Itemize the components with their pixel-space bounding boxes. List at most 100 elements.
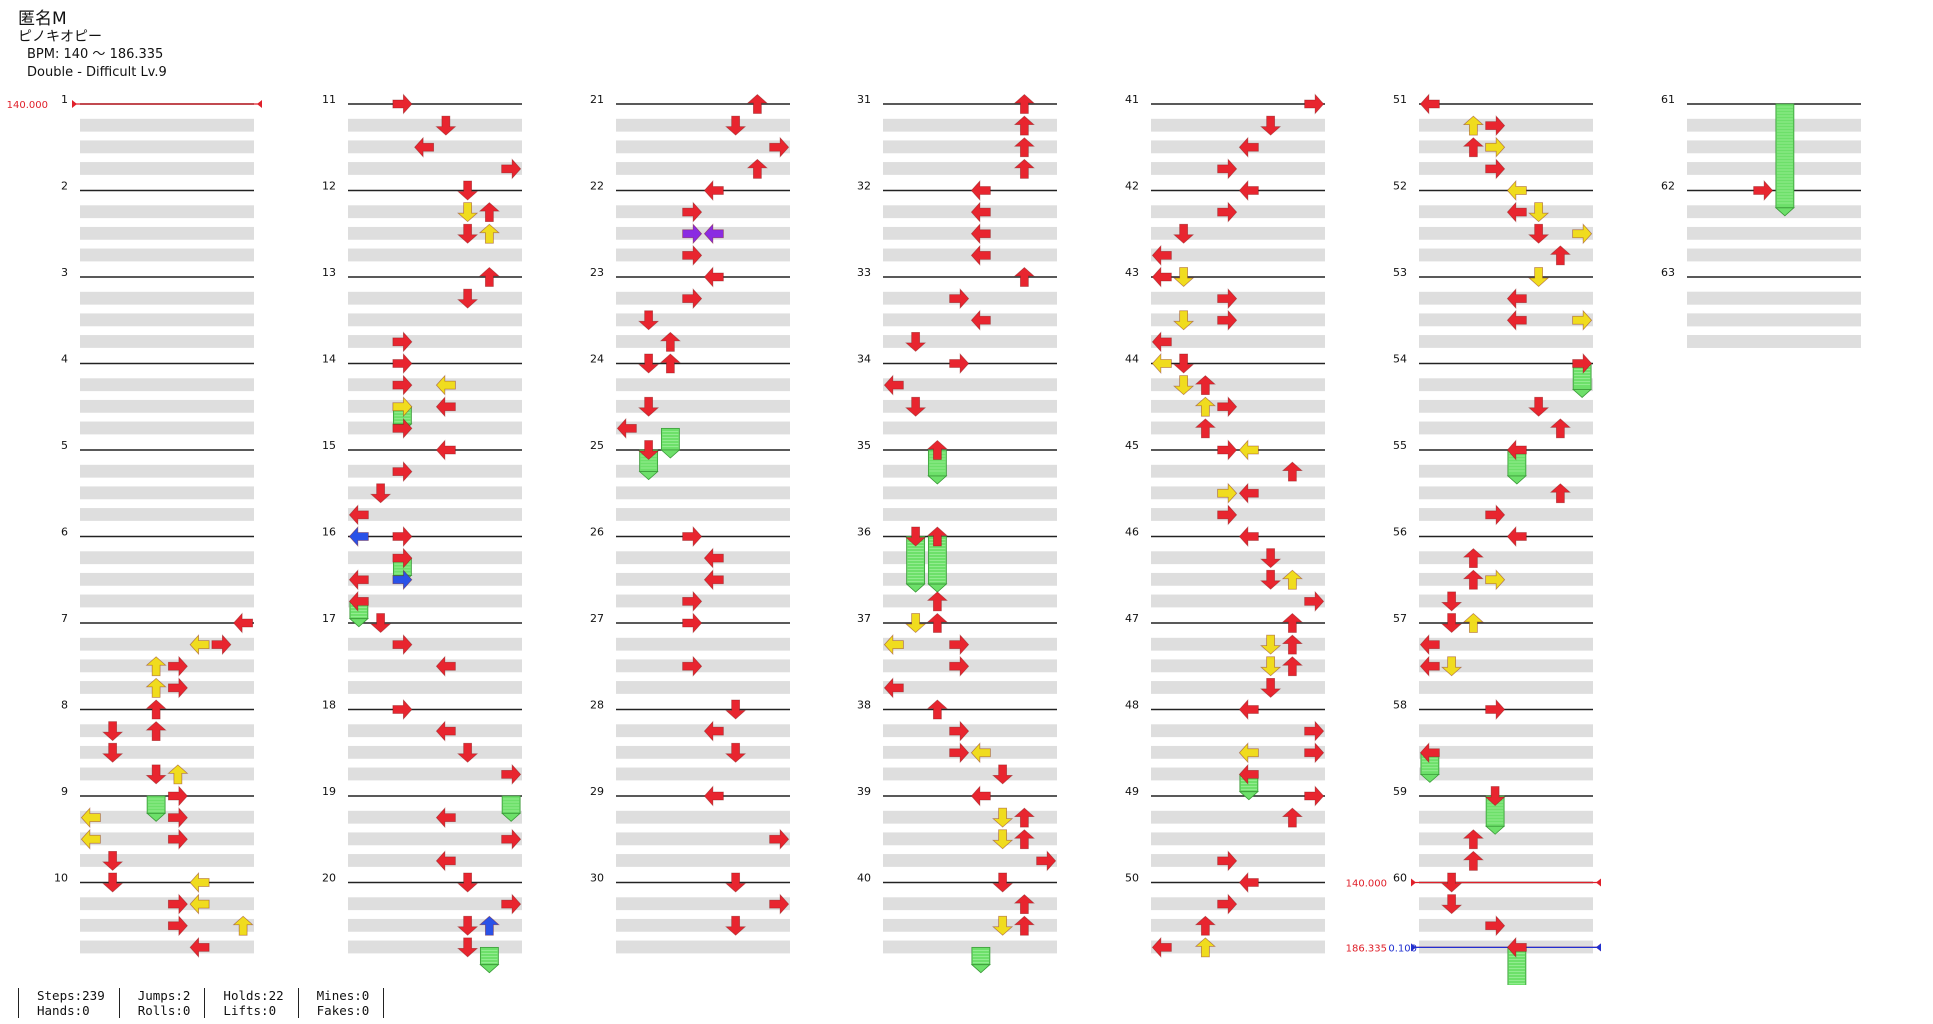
measure-42: 42 [1125,180,1325,262]
arrow-r-icon [682,223,703,245]
beat-band [883,508,1057,521]
arrow-u-icon [1462,569,1484,590]
beat-band [348,248,522,262]
arrow-shape [703,569,724,591]
arrow-l-icon [348,590,369,612]
beat-band [348,940,522,954]
beat-band [1687,248,1861,262]
arrow-u-icon [1281,461,1303,482]
measure-number: 62 [1661,180,1675,193]
arrow-l-icon [970,309,991,331]
arrow-r-icon [1217,201,1238,223]
beat-band [1151,486,1325,500]
arrow-shape [970,223,991,245]
arrow-shape [1462,829,1484,850]
beat-band [616,205,790,219]
measure-number: 10 [54,872,68,885]
arrow-shape [638,396,660,417]
measure-number: 4 [61,353,68,366]
arrow-d-icon [725,742,747,763]
measure-18: 18 [322,699,522,781]
arrow-r-icon [769,828,790,850]
beat-band [616,140,790,154]
beat-band [1419,918,1593,932]
beat-band [80,464,254,478]
beat-band [80,810,254,824]
measure-number: 24 [590,353,604,366]
arrow-d-icon [145,764,167,785]
arrow-r-icon [167,915,188,937]
measure-45: 45 [1125,439,1325,521]
arrow-l-icon [1238,742,1259,764]
arrow-shape [682,612,703,634]
stat-lifts: Lifts:0 [223,1003,277,1018]
arrow-shape [167,655,188,677]
song-title: 匿名M [18,9,67,29]
beat-band [80,897,254,911]
measure-number: 29 [590,785,604,798]
beat-band [348,659,522,673]
arrow-shape [1151,936,1172,958]
beat-band [883,335,1057,348]
arrow-u-icon [926,439,948,460]
beat-band [80,118,254,132]
arrow-shape [167,764,189,785]
arrow-r-icon [1304,720,1325,742]
beat-band [348,118,522,132]
beat-band [80,594,254,608]
arrow-r-icon [682,201,703,223]
arrow-u-icon [926,526,948,547]
arrow-shape [992,807,1014,828]
hold-tail [1238,791,1259,801]
arrow-r-icon [682,525,703,548]
hold-note [479,946,500,974]
measure-36: 36 [857,526,1057,608]
arrow-shape [1194,396,1216,417]
hold-tail [1506,475,1527,485]
beat-band [883,681,1057,694]
measure-21: 21 [590,93,790,175]
beat-band [80,681,254,694]
arrow-shape [1238,136,1259,158]
bpm-label: 140.000 [7,100,48,111]
arrow-l-icon [1238,136,1259,158]
arrow-d-icon [992,915,1014,936]
beat-band [348,637,522,651]
arrow-shape [167,785,188,807]
beat-band [1151,291,1325,305]
arrow-shape [1194,375,1216,396]
arrow-l-icon [1419,742,1440,764]
measure-49: 49 [1125,785,1325,867]
arrow-shape [145,677,167,698]
arrow-shape [725,915,747,936]
arrow-d-icon [1260,677,1282,698]
beat-band [1151,313,1325,327]
measure-57: 57 [1393,612,1593,694]
arrow-shape [435,655,456,677]
arrow-shape [1281,656,1303,677]
arrow-shape [616,417,637,439]
beat-band [348,162,522,175]
arrow-shape [348,525,369,548]
beat-band [1151,918,1325,932]
arrow-shape [501,893,522,915]
arrow-shape [1238,742,1259,764]
beat-band [80,486,254,500]
arrow-d-icon [638,353,660,374]
measure-number: 21 [590,93,604,106]
beat-band [348,378,522,392]
arrow-r-icon [1485,158,1506,180]
arrow-shape [501,763,522,785]
arrow-d-icon [1441,656,1463,677]
measure-16: 16 [322,526,522,608]
measure-62: 62 [1661,180,1861,262]
arrow-d-icon [1260,569,1282,590]
arrow-shape [1217,309,1238,331]
beat-band [80,205,254,219]
arrow-shape [682,525,703,548]
arrow-r-icon [949,288,970,310]
arrow-shape [348,504,369,526]
beat-band [1151,248,1325,262]
measure-number: 27 [590,612,604,625]
arrow-u-icon [1281,569,1303,590]
